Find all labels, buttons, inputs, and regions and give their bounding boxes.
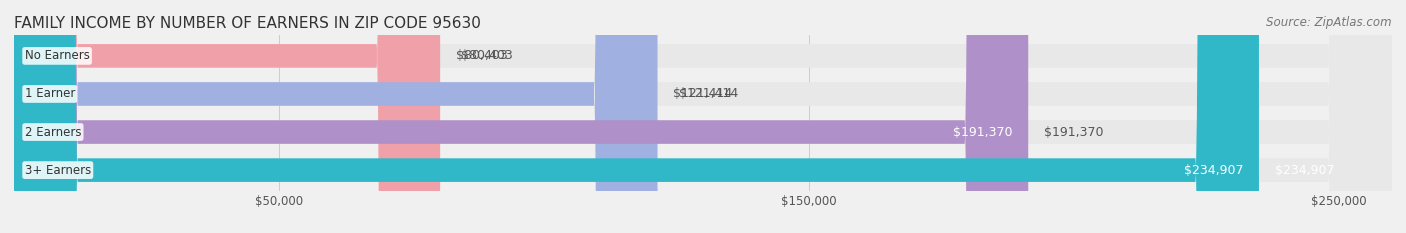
Text: $80,403: $80,403 — [456, 49, 508, 62]
Text: $191,370: $191,370 — [1045, 126, 1104, 139]
Text: Source: ZipAtlas.com: Source: ZipAtlas.com — [1267, 16, 1392, 29]
Text: 1 Earner: 1 Earner — [25, 87, 75, 100]
FancyBboxPatch shape — [14, 0, 1392, 233]
Text: $80,403: $80,403 — [461, 49, 513, 62]
Text: $234,907: $234,907 — [1275, 164, 1334, 177]
Text: 3+ Earners: 3+ Earners — [25, 164, 91, 177]
FancyBboxPatch shape — [14, 0, 1258, 233]
Text: $234,907: $234,907 — [1184, 164, 1243, 177]
FancyBboxPatch shape — [14, 0, 1392, 233]
Text: $121,414: $121,414 — [679, 87, 738, 100]
Text: FAMILY INCOME BY NUMBER OF EARNERS IN ZIP CODE 95630: FAMILY INCOME BY NUMBER OF EARNERS IN ZI… — [14, 16, 481, 31]
FancyBboxPatch shape — [14, 0, 1028, 233]
Text: $191,370: $191,370 — [953, 126, 1012, 139]
FancyBboxPatch shape — [14, 0, 1392, 233]
Text: $121,414: $121,414 — [673, 87, 733, 100]
FancyBboxPatch shape — [14, 0, 1392, 233]
Text: No Earners: No Earners — [25, 49, 90, 62]
FancyBboxPatch shape — [14, 0, 658, 233]
FancyBboxPatch shape — [14, 0, 440, 233]
Text: 2 Earners: 2 Earners — [25, 126, 82, 139]
